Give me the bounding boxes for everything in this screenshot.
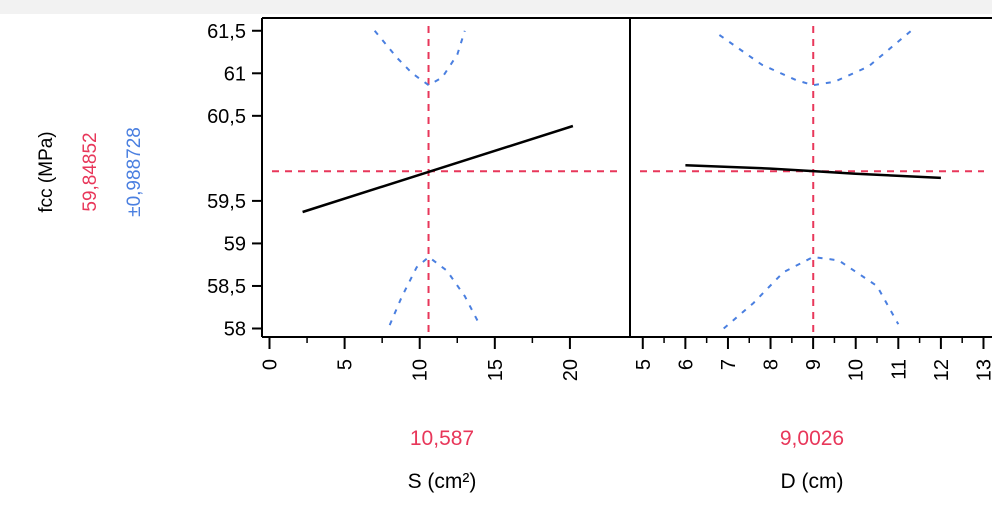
ci-lower-curve: [723, 255, 900, 330]
d-current-value[interactable]: 9,0026: [780, 427, 844, 450]
x-tick-label: 5: [335, 359, 357, 370]
d-axis-label: D (cm): [781, 470, 844, 493]
y-prediction-value: 59,84852: [80, 132, 101, 211]
y-axis: 61,5 61 60,5 59,5 59 58,5 58: [207, 21, 262, 340]
y-axis-label: fcc (MPa): [36, 131, 57, 212]
x-tick-label: 10: [410, 359, 432, 381]
x-tick-label: 20: [560, 359, 582, 381]
prediction-trace: [685, 163, 941, 180]
y-confidence-interval: ±0,988728: [124, 127, 145, 217]
y-tick-label: 61: [224, 63, 246, 85]
x-tick-label: 8: [761, 359, 783, 370]
ci-upper-curve: [373, 30, 466, 87]
y-tick-label: 61,5: [207, 21, 246, 43]
panel-d: 5 6 7 8 9 10 11 12 13: [629, 17, 992, 381]
y-tick-label: 59: [224, 233, 246, 255]
y-tick-label: 58,5: [207, 276, 246, 298]
ci-upper-curve: [718, 30, 912, 87]
panel-s: 0 5 10 15 20: [260, 17, 630, 381]
s-current-value[interactable]: 10,587: [410, 427, 474, 450]
y-tick-label: 58: [224, 318, 246, 340]
x-tick-label: 5: [633, 359, 655, 370]
x-tick-label: 11: [888, 359, 910, 380]
x-tick-label: 7: [718, 359, 740, 370]
s-axis-label: S (cm²): [408, 470, 477, 493]
x-tick-label: 10: [846, 359, 868, 381]
y-tick-label: 59,5: [207, 191, 246, 213]
prediction-trace: [302, 124, 574, 214]
y-tick-label: 60,5: [207, 106, 246, 128]
x-tick-label: 9: [803, 359, 825, 370]
header-strip: [0, 0, 992, 14]
x-tick-label: 6: [675, 359, 697, 370]
x-tick-label: 15: [485, 359, 507, 381]
x-tick-label: 13: [973, 359, 992, 381]
x-tick-label: 0: [260, 359, 282, 370]
x-tick-label: 12: [931, 359, 953, 381]
ci-lower-curve: [388, 255, 481, 326]
